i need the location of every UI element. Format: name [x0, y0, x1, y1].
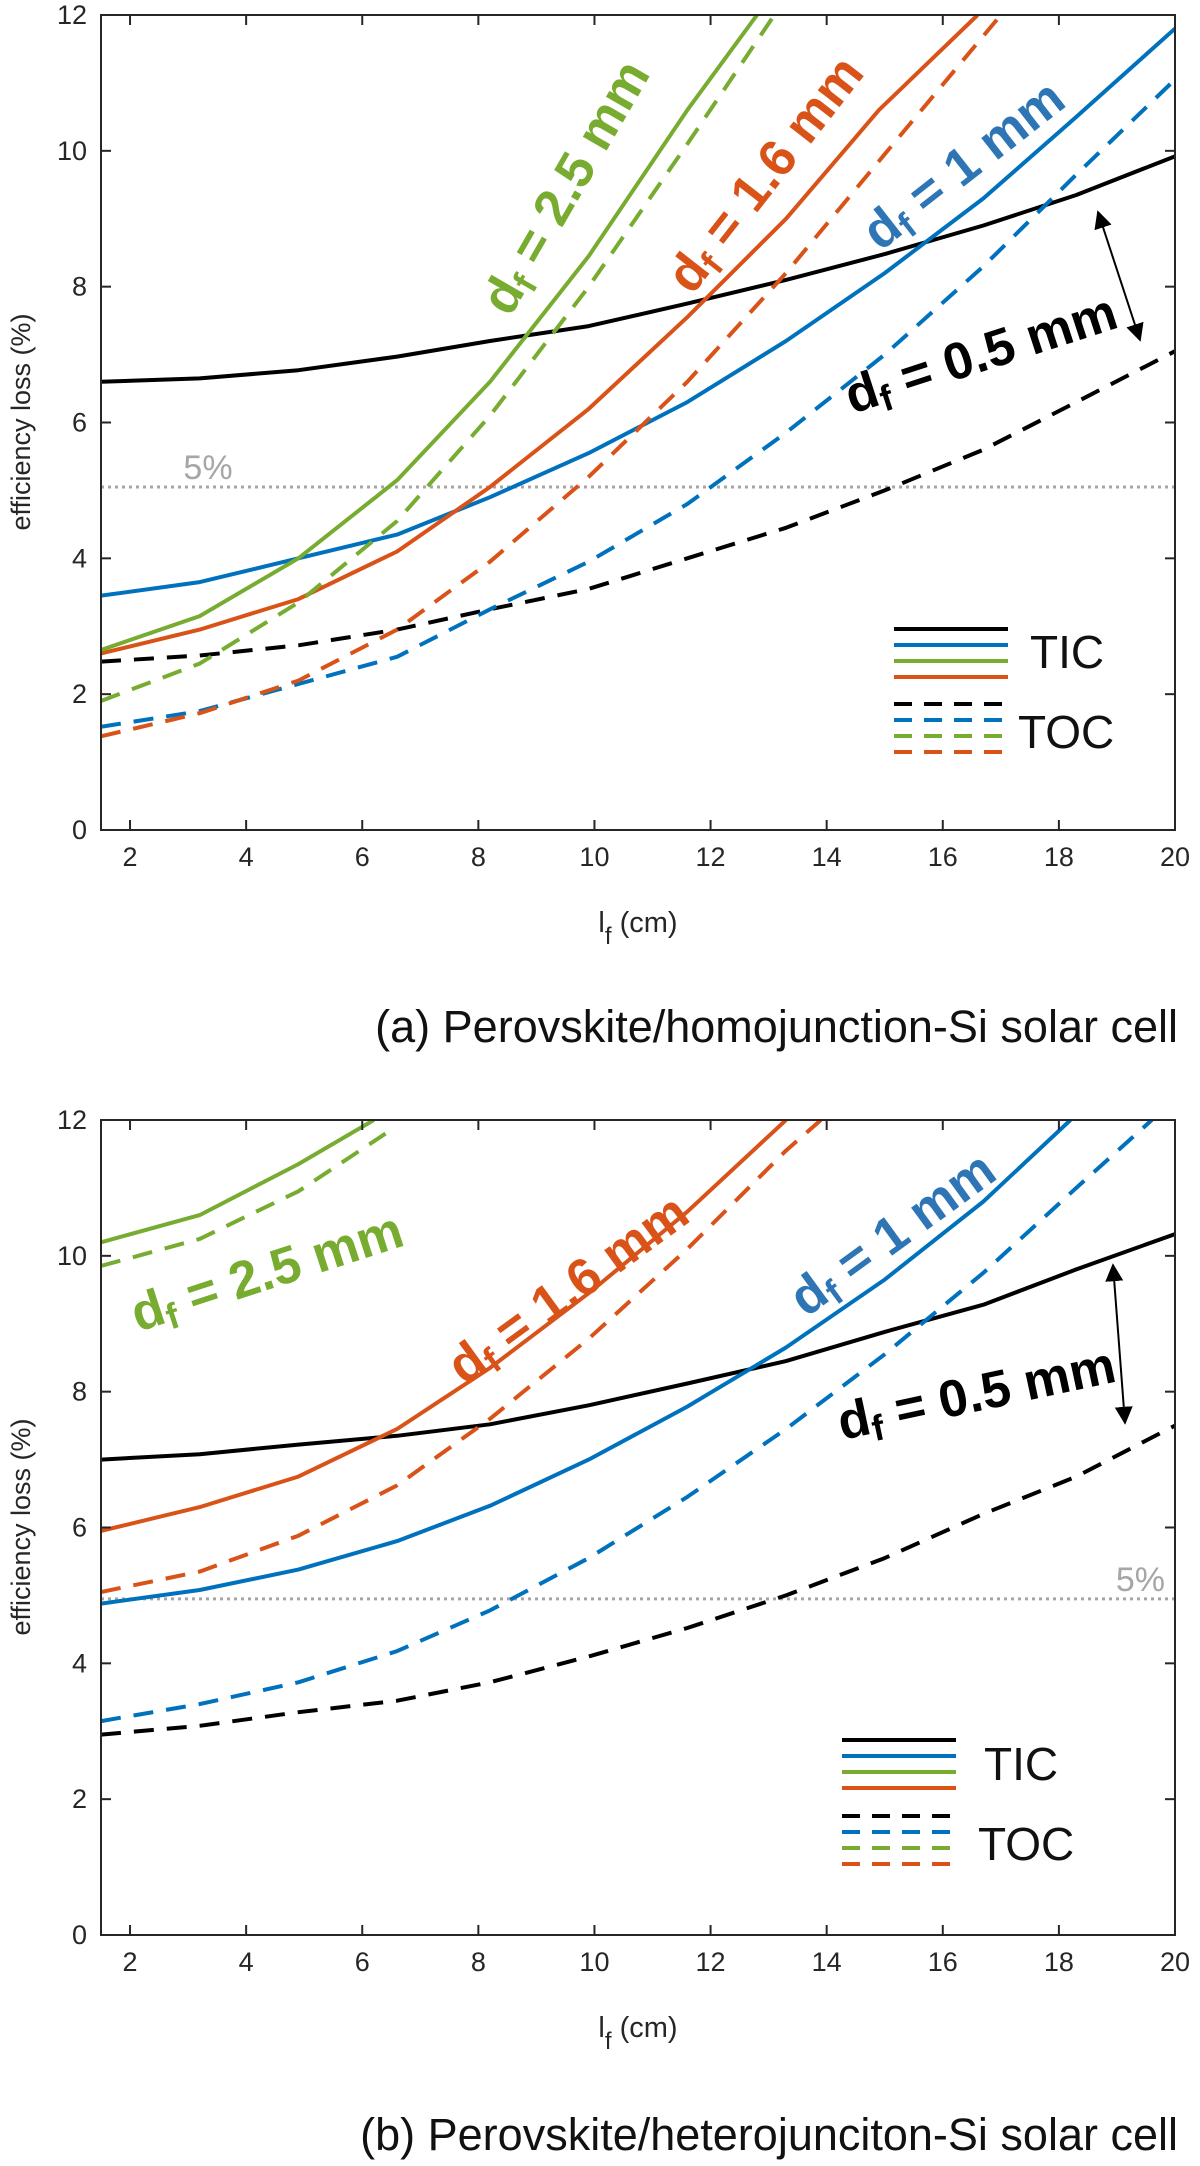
- gap-arrow-a: [1094, 210, 1144, 342]
- x-tick-label: 10: [579, 842, 609, 872]
- series-line-b-1: TIC d_f = 1 mm: [101, 1120, 1072, 1606]
- series-line-b-2: TIC d_f = 1.6 mm: [101, 1120, 788, 1533]
- ticks-layer-b: 2 4 6 8 10 12 14 16 18 20 0 2 4 6 8 10 12: [57, 1105, 1190, 1977]
- reference-label-5pct-b: 5%: [1116, 1561, 1165, 1599]
- x-tick-label: 20: [1160, 1947, 1190, 1977]
- y-tick-label: 12: [57, 1105, 87, 1135]
- x-axis-label-a: lf (cm): [598, 907, 677, 950]
- y-tick-label: 6: [72, 408, 87, 438]
- legend-label-toc-a: TOC: [1018, 706, 1114, 758]
- y-tick-label: 6: [72, 1513, 87, 1543]
- x-tick-label: 12: [696, 842, 726, 872]
- x-tick-label: 4: [239, 1947, 254, 1977]
- series-line-b-3: TIC d_f = 2.5 mm: [101, 1120, 375, 1245]
- x-tick-label: 8: [471, 1947, 486, 1977]
- legend-a: TIC TOC: [894, 626, 1114, 758]
- series-line-b-0: TIC d_f = 0.5 mm: [101, 1232, 1175, 1462]
- annotation-df-0-5mm-a: df = 0.5 mm: [838, 283, 1126, 429]
- annotation-df-1mm-a: df = 1 mm: [852, 69, 1078, 265]
- x-tick-label: 20: [1160, 842, 1190, 872]
- legend-label-tic-a: TIC: [1030, 626, 1104, 678]
- y-tick-label: 10: [57, 1241, 87, 1271]
- y-tick-label: 2: [72, 679, 87, 709]
- annotation-df-0-5mm-b: df = 0.5 mm: [832, 1336, 1121, 1455]
- x-tick-label: 2: [123, 1947, 138, 1977]
- x-tick-label: 2: [123, 842, 138, 872]
- reference-label-5pct-a: 5%: [183, 449, 232, 487]
- series-line-b-4: TOC d_f = 0.5 mm: [101, 1423, 1175, 1737]
- y-axis-label-a: efficiency loss (%): [6, 313, 36, 530]
- x-tick-label: 16: [928, 842, 958, 872]
- y-tick-label: 12: [57, 0, 87, 30]
- caption-a: (a) Perovskite/homojunction-Si solar cel…: [375, 1001, 1178, 1052]
- x-tick-label: 4: [239, 842, 254, 872]
- x-tick-label: 18: [1044, 842, 1074, 872]
- y-axis-label-b: efficiency loss (%): [6, 1418, 36, 1635]
- y-tick-label: 10: [57, 136, 87, 166]
- y-tick-label: 2: [72, 1784, 87, 1814]
- annotation-df-1-6mm-a: df = 1.6 mm: [656, 45, 879, 306]
- x-tick-label: 6: [355, 842, 370, 872]
- series-line-b-5: TOC d_f = 1 mm: [101, 1120, 1154, 1724]
- series-line-b-7: TOC d_f = 2.5 mm: [101, 1131, 387, 1268]
- caption-b: (b) Perovskite/heterojunciton-Si solar c…: [360, 2109, 1178, 2160]
- y-tick-label: 0: [72, 1920, 87, 1950]
- series-line-b-6: TOC d_f = 1.6 mm: [101, 1120, 823, 1594]
- x-tick-label: 6: [355, 1947, 370, 1977]
- y-tick-label: 8: [72, 1377, 87, 1407]
- x-tick-label: 10: [579, 1947, 609, 1977]
- series-line-a-5: TOC d_f = 1 mm: [101, 78, 1175, 729]
- series-line-a-7: TOC d_f = 2.5 mm: [101, 15, 777, 703]
- legend-label-tic-b: TIC: [984, 1738, 1058, 1790]
- x-tick-label: 14: [812, 842, 842, 872]
- legend-label-toc-b: TOC: [978, 1818, 1074, 1870]
- y-tick-label: 4: [72, 543, 87, 573]
- annotation-df-1mm-b: df = 1 mm: [779, 1140, 1009, 1331]
- x-tick-label: 16: [928, 1947, 958, 1977]
- series-line-a-4: TOC d_f = 0.5 mm: [101, 349, 1175, 664]
- series-line-a-0: TIC d_f = 0.5 mm: [101, 154, 1175, 384]
- x-tick-label: 8: [471, 842, 486, 872]
- x-tick-label: 14: [812, 1947, 842, 1977]
- x-tick-label: 12: [696, 1947, 726, 1977]
- x-tick-label: 18: [1044, 1947, 1074, 1977]
- y-tick-label: 0: [72, 815, 87, 845]
- x-axis-label-b: lf (cm): [598, 2012, 677, 2055]
- series-line-a-3: TIC d_f = 2.5 mm: [101, 15, 759, 652]
- y-tick-label: 4: [72, 1648, 87, 1678]
- ticks-layer-a: 2 4 6 8 10 12 14 16 18 20 0 2 4 6 8 10 12: [57, 0, 1190, 872]
- legend-b: TIC TOC: [842, 1738, 1074, 1870]
- gap-arrow-b: [1105, 1263, 1133, 1425]
- series-line-a-6: TOC d_f = 1.6 mm: [101, 15, 1003, 739]
- annotation-df-1-6mm-b: df = 1.6 mm: [437, 1183, 702, 1399]
- series-line-a-2: TIC d_f = 1.6 mm: [101, 15, 979, 656]
- y-tick-label: 8: [72, 272, 87, 302]
